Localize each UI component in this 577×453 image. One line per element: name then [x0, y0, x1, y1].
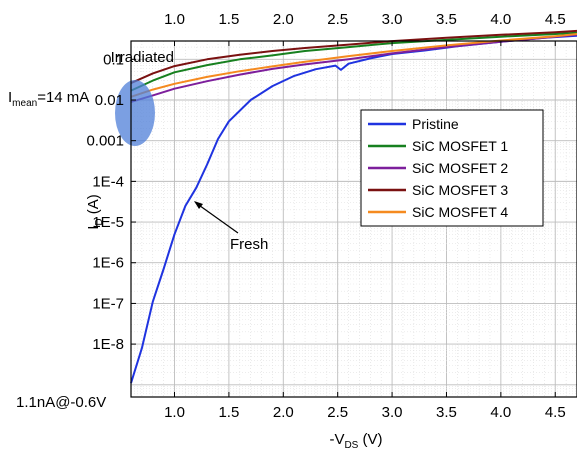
imean-highlight-ellipse	[115, 80, 155, 146]
low-point-label: 1.1nA@-0.6V	[16, 394, 106, 411]
top-x-tick-label: 2.0	[273, 11, 294, 28]
y-tick-label: 1E-4	[92, 173, 124, 190]
legend-entry-label: Pristine	[412, 116, 459, 132]
x-tick-label: 3.5	[436, 404, 457, 421]
y-tick-label: 1E-7	[92, 295, 124, 312]
series-line-sic-mosfet-3	[130, 29, 577, 85]
legend-entry-label: SiC MOSFET 2	[412, 160, 508, 176]
plot-frame	[130, 40, 577, 398]
top-x-tick-label: 2.5	[327, 11, 348, 28]
top-x-tick-label: 1.0	[164, 11, 185, 28]
top-x-tick-label: 1.5	[218, 11, 239, 28]
grid-lines	[131, 41, 577, 397]
legend-entry-label: SiC MOSFET 4	[412, 204, 508, 220]
y-tick-label: 1E-5	[92, 214, 124, 231]
fresh-label: Fresh	[230, 236, 268, 253]
y-tick-labels: 0.1 0.01 0.001 1E-4 1E-5 1E-6 1E-7 1E-8	[86, 51, 124, 353]
x-tick-labels: 1.0 1.5 2.0 2.5 3.0 3.5 4.0 4.5	[164, 404, 566, 421]
x-tick-label: 4.5	[545, 404, 566, 421]
top-x-tick-label: 3.0	[382, 11, 403, 28]
plot-border	[130, 40, 577, 398]
irradiated-label: Irradiated	[111, 49, 174, 66]
x-tick-label: 1.5	[218, 404, 239, 421]
legend-box	[360, 109, 544, 227]
x-tick-label: 3.0	[382, 404, 403, 421]
legend: Pristine SiC MOSFET 1 SiC MOSFET 2 SiC MOSF…	[360, 109, 544, 227]
fresh-arrow-shaft	[195, 202, 239, 234]
y-tick-label: 1E-8	[92, 336, 124, 353]
y-axis-label: ID (A)	[85, 194, 105, 230]
y-tick-label: 0.001	[86, 133, 124, 150]
top-x-tick-label: 4.5	[545, 11, 566, 28]
legend-entry-label: SiC MOSFET 1	[412, 138, 508, 154]
x-tick-label: 4.0	[490, 404, 511, 421]
top-x-tick-labels: 1.0 1.5 2.0 2.5 3.0 3.5 4.0 4.5	[164, 11, 566, 28]
top-x-tick-label: 4.0	[490, 11, 511, 28]
fresh-arrow-head	[194, 201, 203, 209]
y-tick-label: 1E-6	[92, 255, 124, 272]
imean-label: Imean=14 mA	[8, 89, 89, 109]
x-axis-label: -VDS (V)	[329, 431, 382, 451]
x-tick-label: 2.5	[327, 404, 348, 421]
series-line-sic-mosfet-1	[130, 31, 577, 92]
top-x-tick-label: 3.5	[436, 11, 457, 28]
x-tick-label: 2.0	[273, 404, 294, 421]
y-tick-label: 0.1	[103, 51, 124, 68]
y-tick-label: 0.01	[95, 92, 124, 109]
x-tick-label: 1.0	[164, 404, 185, 421]
legend-entry-label: SiC MOSFET 3	[412, 182, 508, 198]
